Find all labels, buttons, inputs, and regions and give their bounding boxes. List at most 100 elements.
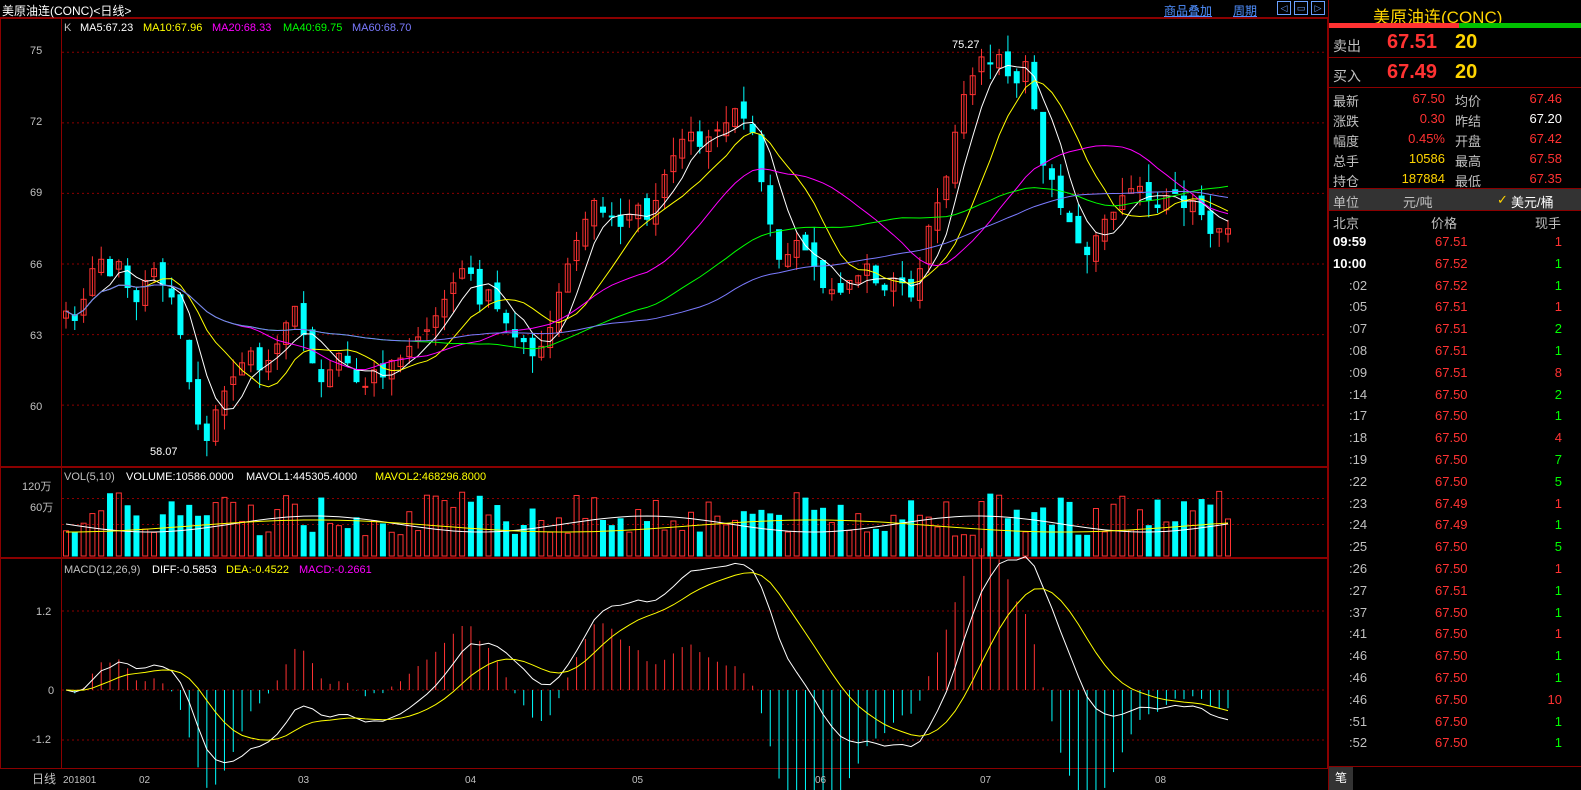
candle-body (371, 369, 378, 384)
tick-time: :18 (1349, 430, 1368, 446)
dea-value: DEA:-0.4522 (226, 564, 289, 576)
tick-row: :46 67.50 1 (1329, 667, 1581, 689)
volume-bar (450, 506, 457, 557)
sidebar-header: 美原油连(CONC) (1329, 0, 1581, 28)
volume-bar (344, 528, 351, 557)
tick-volume: 7 (1554, 452, 1562, 467)
stat-label: 持仓 (1333, 174, 1360, 189)
tick-time: :26 (1349, 561, 1368, 576)
candle-body (124, 265, 131, 289)
candle-body (1136, 185, 1143, 192)
mavol2-line (65, 519, 1229, 533)
macd-tick: 0 (48, 685, 54, 697)
period-link[interactable]: 周期 (1233, 4, 1258, 18)
volume-bar (177, 515, 184, 557)
prev-icon[interactable]: ◁ (1277, 1, 1291, 15)
volume-bar (1057, 497, 1064, 557)
volume-bar (987, 493, 994, 557)
ticks-tab[interactable]: 笔 (1329, 767, 1353, 790)
candle-body (538, 345, 545, 358)
candle-body (793, 239, 800, 258)
tick-row: :14 67.50 2 (1329, 384, 1581, 406)
volume-bar (960, 534, 967, 557)
candle-body (203, 423, 210, 441)
sell-price: 67.51 (1387, 31, 1438, 53)
volume-bar (705, 501, 712, 557)
volume-bar (221, 496, 228, 557)
sell-quote: 卖出 67.51 20 (1329, 28, 1581, 58)
candle-body (855, 275, 862, 284)
volume-bar (1048, 524, 1055, 557)
candle-body (318, 369, 325, 383)
ma60-line (65, 190, 1229, 342)
tick-time: :41 (1349, 626, 1368, 642)
candle-body (212, 409, 219, 442)
y-tick: 60 (30, 401, 42, 413)
volume-bar (107, 493, 114, 557)
volume-bar (98, 510, 105, 557)
title-bar: 美原油连(CONC)<日线> 商品叠加 周期 ◁ ▭ ▷ (0, 0, 1328, 18)
tick-time: :05 (1349, 299, 1368, 315)
candle-body (978, 56, 985, 73)
stat-value: 10586 (1408, 151, 1445, 166)
volume-bar (846, 530, 853, 557)
volume-bar (547, 531, 554, 557)
restore-icon[interactable]: ▭ (1294, 1, 1308, 15)
y-tick: 72 (30, 116, 42, 128)
volume-bar (1163, 521, 1170, 557)
volume-bar (1004, 518, 1011, 557)
mavol1-line (65, 515, 1229, 533)
tick-row: :17 67.50 1 (1329, 405, 1581, 427)
volume-bar (617, 518, 624, 557)
unit-usd-option[interactable]: 美元/桶 (1511, 195, 1554, 210)
candle-body (344, 355, 351, 364)
volume-bar (168, 501, 175, 557)
candle-body (1048, 168, 1055, 180)
volume-bar (679, 529, 686, 557)
chart-area[interactable]: K MA5:67.23 MA10:67.96 MA20:68.33 MA40:6… (0, 18, 1328, 790)
candle-body (1013, 71, 1020, 84)
k-label: K (64, 22, 72, 34)
candle-body (952, 131, 959, 184)
candle-body (1031, 61, 1038, 110)
ticks-vol-header: 现手 (1534, 216, 1561, 231)
volume-bar (467, 501, 474, 557)
volume-bar (80, 522, 87, 557)
kline-chart[interactable]: K MA5:67.23 MA10:67.96 MA20:68.33 MA40:6… (0, 18, 1328, 790)
tick-volume: 1 (1554, 626, 1562, 642)
candle-body (247, 350, 254, 366)
candle-body (635, 204, 642, 220)
tick-volume: 1 (1554, 299, 1562, 315)
overlay-link[interactable]: 商品叠加 (1164, 4, 1213, 18)
stat-value: 67.20 (1529, 111, 1562, 126)
candle-body (943, 176, 950, 201)
candle-body (168, 288, 175, 298)
buy-quote: 买入 67.49 20 (1329, 58, 1581, 88)
stat-label: 最低 (1455, 174, 1482, 189)
volume-bar (969, 534, 976, 557)
period-label[interactable]: 日线 (32, 772, 56, 786)
candle-body (1092, 235, 1099, 262)
volume-bar (1136, 509, 1143, 557)
candle-body (996, 54, 1003, 69)
volume-bar (388, 531, 395, 557)
tick-time: :46 (1349, 648, 1368, 664)
dea-line (65, 572, 1229, 741)
unit-cny-option[interactable]: 元/吨 (1403, 195, 1433, 210)
macd-value: MACD:-0.2661 (299, 564, 372, 576)
tick-volume: 1 (1554, 582, 1562, 598)
candle-body (599, 206, 606, 213)
volume-bar (89, 513, 96, 557)
volume-bar (494, 505, 501, 557)
volume-bar (265, 531, 272, 557)
vol-tick: 120万 (22, 481, 51, 493)
tick-time: :46 (1349, 670, 1368, 685)
candle-body (89, 268, 96, 296)
volume-bar (71, 531, 78, 557)
candle-body (115, 261, 122, 270)
tick-price: 67.51 (1435, 234, 1468, 249)
tick-volume: 2 (1554, 386, 1562, 402)
candle-body (582, 218, 589, 247)
volume-bar (300, 525, 307, 557)
next-icon[interactable]: ▷ (1311, 1, 1325, 15)
